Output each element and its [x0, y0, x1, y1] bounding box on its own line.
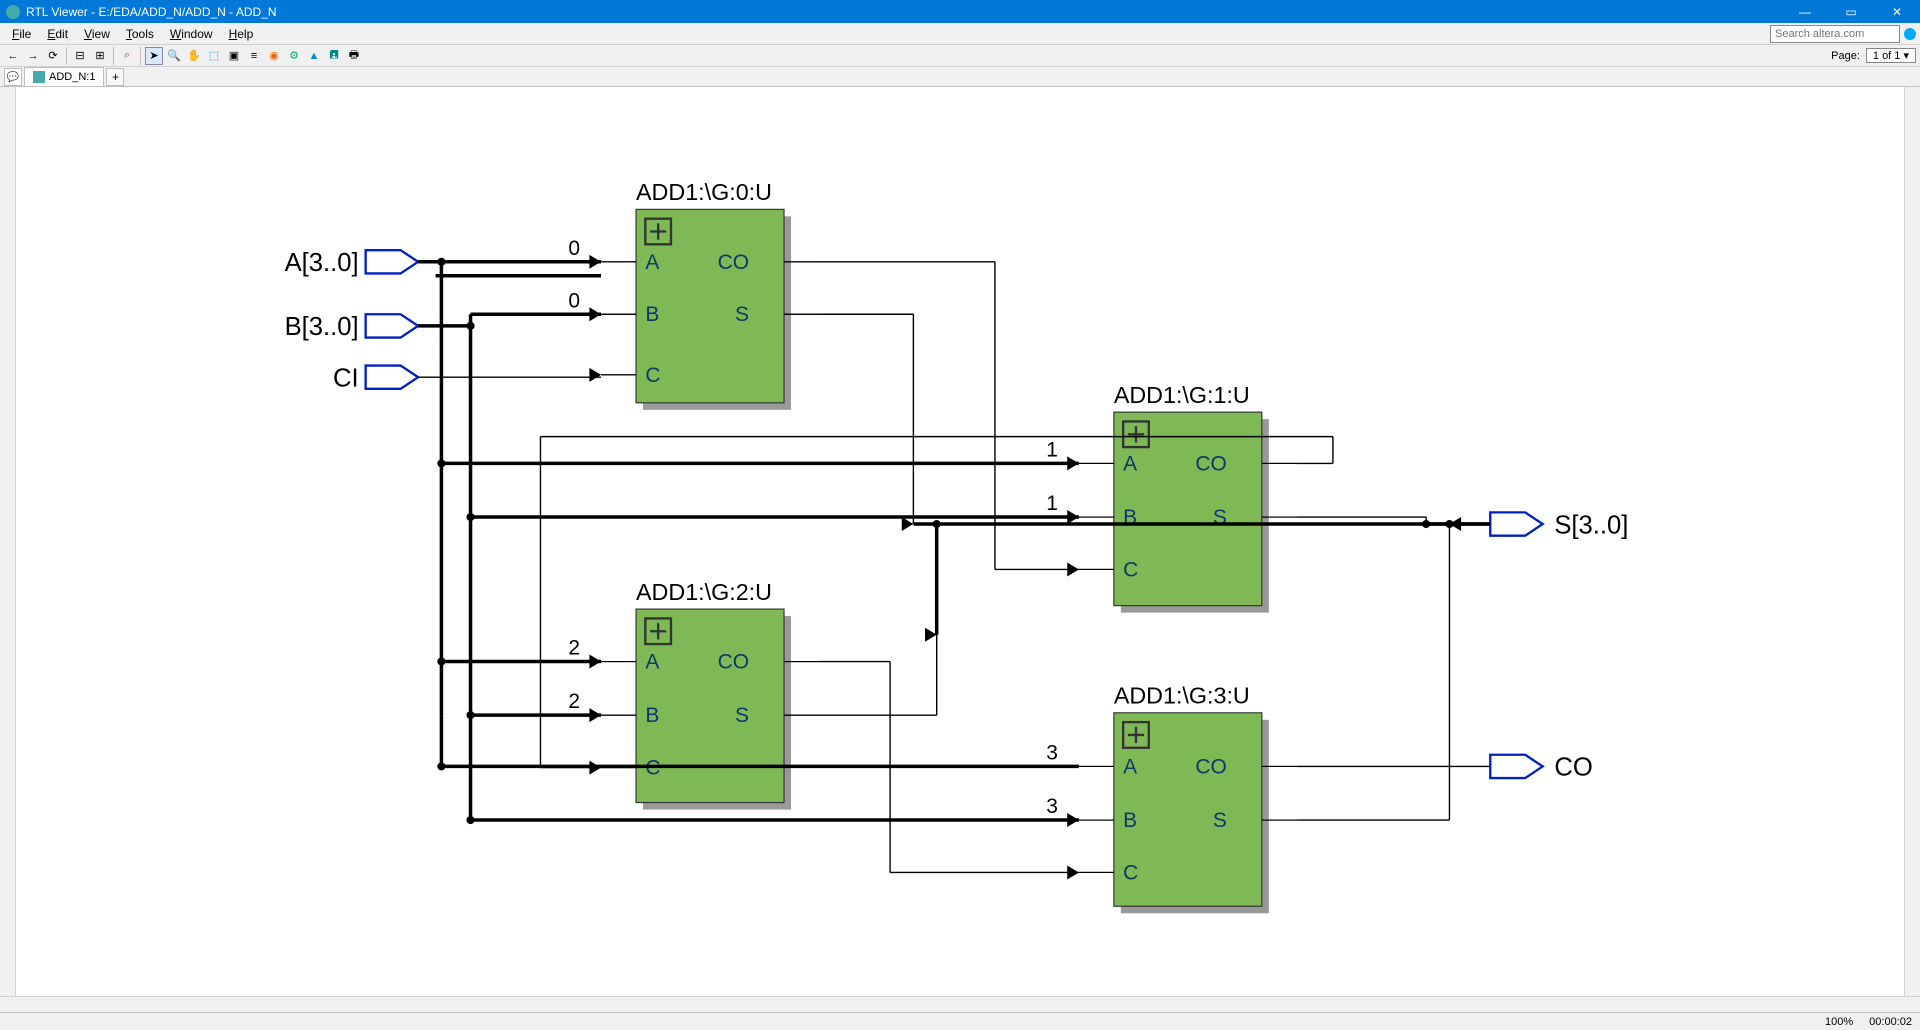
schematic-canvas[interactable]: ADD1:\G:0:U A 0 B 0 C CO S ADD1:\G:1:U A 1 B 1 C CO S AD… — [16, 87, 1904, 996]
pan-tool[interactable]: ✋ — [185, 47, 203, 65]
svg-text:3: 3 — [1046, 795, 1058, 818]
svg-text:A: A — [1123, 452, 1137, 475]
svg-text:CO: CO — [718, 251, 749, 274]
search-go-icon[interactable] — [1904, 28, 1916, 40]
tab-add-n[interactable]: ADD_N:1 — [24, 67, 104, 86]
maximize-button[interactable]: ▭ — [1828, 0, 1874, 23]
svg-text:1: 1 — [1046, 492, 1058, 515]
hier-list-button[interactable]: ≡ — [245, 47, 263, 65]
svg-text:CO: CO — [1554, 754, 1592, 782]
refresh-button[interactable]: ⟳ — [44, 47, 62, 65]
svg-text:C: C — [1123, 558, 1138, 581]
settings-button[interactable]: ⚙ — [285, 47, 303, 65]
right-scrollbar[interactable] — [1904, 87, 1920, 1012]
back-button[interactable]: ← — [4, 47, 22, 65]
menu-help[interactable]: Help — [221, 25, 262, 43]
window-title: RTL Viewer - E:/EDA/ADD_N/ADD_N - ADD_N — [26, 5, 1782, 19]
svg-text:B: B — [1123, 809, 1137, 832]
select-tool[interactable]: ⬚ — [205, 47, 223, 65]
app-icon — [6, 5, 20, 19]
zoom-prev-button[interactable]: ⊟ — [71, 47, 89, 65]
hier-up-button[interactable]: ▣ — [225, 47, 243, 65]
svg-text:3: 3 — [1046, 741, 1058, 764]
close-button[interactable]: ✕ — [1874, 0, 1920, 23]
svg-text:CI: CI — [333, 365, 359, 393]
menu-window[interactable]: Window — [162, 25, 221, 43]
time-value: 00:00:02 — [1869, 1016, 1912, 1028]
svg-text:B: B — [645, 303, 659, 326]
svg-text:2: 2 — [568, 637, 580, 660]
bottom-scrollbar[interactable] — [0, 996, 1920, 1012]
svg-text:S[3..0]: S[3..0] — [1554, 511, 1628, 539]
svg-text:0: 0 — [568, 289, 580, 312]
svg-text:S: S — [735, 704, 749, 727]
svg-text:2: 2 — [568, 690, 580, 713]
svg-text:CO: CO — [718, 651, 749, 674]
statusbar: 100% 00:00:02 — [0, 1012, 1920, 1030]
svg-text:CO: CO — [1195, 452, 1226, 475]
canvas-wrap: ADD1:\G:0:U A 0 B 0 C CO S ADD1:\G:1:U A 1 B 1 C CO S AD… — [0, 87, 1920, 1012]
page-selector[interactable]: 1 of 1 ▾ — [1866, 48, 1916, 63]
zoom-tool[interactable]: 🔍 — [165, 47, 183, 65]
svg-text:A: A — [1123, 755, 1137, 778]
svg-text:ADD1:\G:0:U: ADD1:\G:0:U — [636, 179, 772, 205]
svg-text:S: S — [735, 303, 749, 326]
tabbar: 💬 ADD_N:1 + — [0, 67, 1920, 87]
menu-file[interactable]: File — [4, 25, 39, 43]
svg-text:CO: CO — [1195, 755, 1226, 778]
minimize-button[interactable]: — — [1782, 0, 1828, 23]
menu-view[interactable]: View — [76, 25, 118, 43]
netlist-navigator-button[interactable]: 💬 — [4, 68, 22, 86]
toolbar: ← → ⟳ ⊟ ⊞ ⌕ ➤ 🔍 ✋ ⬚ ▣ ≡ ◉ ⚙ ▲ 🖪 🖶 Page: … — [0, 45, 1920, 67]
svg-text:A[3..0]: A[3..0] — [285, 249, 359, 277]
svg-text:A: A — [645, 251, 659, 274]
svg-text:ADD1:\G:1:U: ADD1:\G:1:U — [1114, 382, 1250, 408]
add-tab-button[interactable]: + — [106, 68, 124, 86]
find-button[interactable]: ⌕ — [118, 47, 136, 65]
svg-text:B: B — [645, 704, 659, 727]
forward-button[interactable]: → — [24, 47, 42, 65]
svg-text:C: C — [645, 364, 660, 387]
color-tool[interactable]: ◉ — [265, 47, 283, 65]
menubar: File Edit View Tools Window Help — [0, 23, 1920, 45]
svg-text:1: 1 — [1046, 438, 1058, 461]
menu-edit[interactable]: Edit — [39, 25, 76, 43]
svg-text:ADD1:\G:3:U: ADD1:\G:3:U — [1114, 682, 1250, 708]
pointer-tool[interactable]: ➤ — [145, 47, 163, 65]
titlebar: RTL Viewer - E:/EDA/ADD_N/ADD_N - ADD_N … — [0, 0, 1920, 23]
zoom-value: 100% — [1825, 1016, 1853, 1028]
page-label: Page: — [1827, 50, 1864, 62]
export-button[interactable]: 🖪 — [325, 47, 343, 65]
filter-button[interactable]: ▲ — [305, 47, 323, 65]
svg-text:ADD1:\G:2:U: ADD1:\G:2:U — [636, 579, 772, 605]
zoom-next-button[interactable]: ⊞ — [91, 47, 109, 65]
print-button[interactable]: 🖶 — [345, 47, 363, 65]
svg-text:S: S — [1213, 809, 1227, 832]
left-scrollbar[interactable] — [0, 87, 16, 1012]
svg-text:0: 0 — [568, 237, 580, 260]
menu-tools[interactable]: Tools — [118, 25, 162, 43]
search-input[interactable] — [1770, 25, 1900, 43]
svg-text:A: A — [645, 651, 659, 674]
svg-text:C: C — [1123, 861, 1138, 884]
tab-icon — [33, 71, 45, 83]
svg-text:B[3..0]: B[3..0] — [285, 313, 359, 341]
tab-label: ADD_N:1 — [49, 71, 95, 83]
